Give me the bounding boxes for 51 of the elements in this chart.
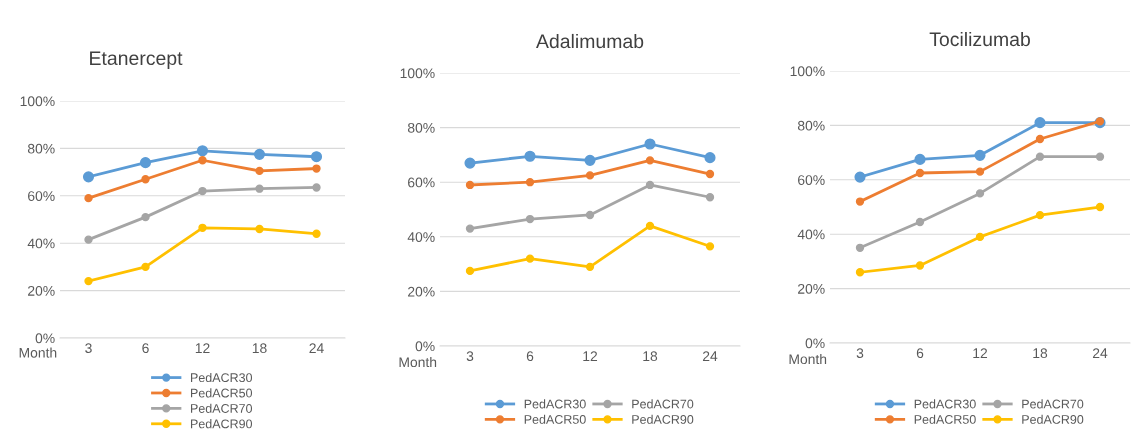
legend-label: PedACR50	[191, 388, 253, 398]
y-tick-label: 0%	[805, 338, 825, 349]
x-tick-label: 3	[85, 343, 92, 354]
chart-title: Etanercept	[90, 51, 183, 69]
legend-label: PedACR30	[524, 399, 586, 409]
x-tick-label: 6	[526, 351, 534, 362]
legend-label: PedACR50	[914, 414, 976, 424]
x-tick-label: 18	[252, 343, 267, 354]
legend-label: PedACR90	[1022, 414, 1084, 424]
legend-label: PedACR70	[632, 399, 694, 409]
x-tick-label: 3	[466, 351, 474, 362]
y-tick-label: 20%	[408, 286, 435, 297]
legend-label: PedACR70	[191, 403, 253, 413]
y-tick-label: 100%	[790, 66, 825, 77]
y-tick-label: 80%	[407, 122, 435, 133]
y-tick-label: 80%	[797, 120, 825, 131]
y-tick-label: 60%	[798, 175, 825, 185]
x-tick-label: 24	[702, 351, 718, 361]
x-tick-label: 3	[856, 348, 864, 359]
x-tick-label: 12	[973, 348, 988, 358]
x-tick-label: 6	[142, 343, 149, 354]
x-tick-label: 6	[916, 348, 924, 359]
y-tick-label: 20%	[28, 285, 55, 296]
y-tick-label: 60%	[408, 177, 435, 188]
y-tick-label: 40%	[27, 238, 55, 249]
y-tick-label: 100%	[20, 96, 55, 107]
legend-label: PedACR90	[632, 414, 694, 424]
y-tick-label: 40%	[407, 232, 435, 242]
x-axis-title: Month	[19, 347, 57, 358]
y-tick-label: 40%	[797, 229, 825, 240]
y-tick-label: 60%	[28, 191, 55, 201]
x-tick-label: 24	[309, 343, 324, 353]
y-tick-label: 20%	[798, 283, 825, 294]
x-tick-label: 18	[643, 351, 658, 362]
x-tick-label: 24	[1092, 348, 1108, 358]
legend-label: PedACR70	[1022, 399, 1084, 409]
y-tick-label: 100%	[400, 68, 435, 79]
y-tick-label: 80%	[27, 143, 55, 154]
x-tick-label: 12	[195, 343, 210, 353]
chart-title: Tocilizumab	[929, 31, 1030, 47]
chart-title: Adalimumab	[536, 33, 644, 49]
y-tick-label: 0%	[415, 341, 435, 352]
legend-label: PedACR30	[914, 399, 976, 409]
x-tick-label: 18	[1033, 348, 1048, 359]
legend-label: PedACR90	[191, 419, 253, 429]
legend-label: PedACR30	[191, 372, 253, 383]
legend-label: PedACR50	[524, 414, 586, 424]
x-axis-title: Month	[789, 353, 827, 365]
y-tick-label: 0%	[35, 333, 55, 344]
x-tick-label: 12	[583, 351, 598, 361]
x-axis-title: Month	[399, 356, 437, 368]
